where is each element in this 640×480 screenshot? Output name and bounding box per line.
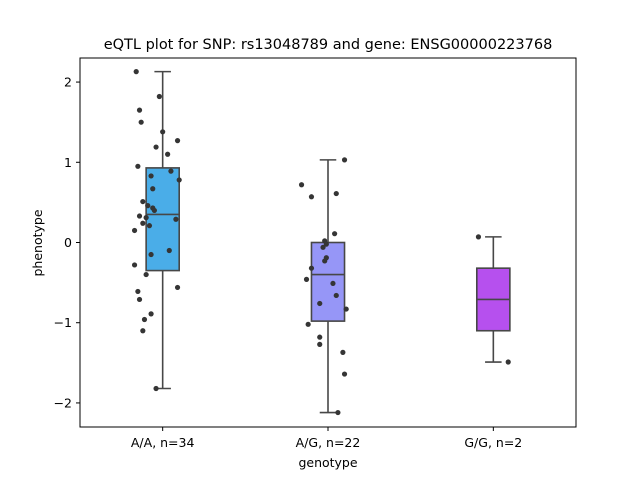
data-point [148, 311, 154, 317]
x-tick-label: A/A, n=34 [131, 435, 195, 450]
data-point [156, 93, 162, 100]
data-point [133, 69, 139, 75]
data-point [317, 334, 323, 340]
data-point [131, 227, 138, 234]
data-point [303, 276, 310, 282]
x-axis-label: genotype [298, 455, 357, 470]
data-point [140, 220, 146, 226]
data-point [320, 244, 326, 250]
data-point [150, 186, 156, 192]
y-tick-label: 2 [64, 75, 72, 90]
data-point [174, 138, 181, 144]
data-point [305, 321, 311, 327]
data-point [505, 359, 511, 365]
data-point [341, 371, 348, 377]
data-point [136, 107, 143, 113]
data-point [131, 262, 138, 268]
data-point [340, 349, 346, 355]
data-point [148, 173, 154, 179]
data-point [166, 247, 172, 254]
data-point [335, 409, 341, 416]
y-tick-label: −1 [54, 315, 72, 330]
chart-title: eQTL plot for SNP: rs13048789 and gene: … [104, 37, 553, 53]
x-tick-label: G/G, n=2 [464, 435, 522, 450]
data-point [143, 215, 149, 221]
data-point [153, 385, 159, 392]
data-point [136, 296, 143, 303]
plot-area [131, 69, 511, 416]
y-axis-label: phenotype [30, 209, 45, 276]
data-point [140, 198, 146, 205]
data-point [176, 177, 182, 183]
data-point [136, 213, 143, 219]
data-point [135, 288, 141, 295]
box-group [298, 157, 349, 416]
data-point [323, 241, 329, 247]
data-point [341, 157, 348, 163]
data-point [332, 231, 338, 237]
data-point [343, 306, 349, 312]
data-point [168, 168, 174, 174]
data-point [330, 280, 336, 287]
y-tick-label: 1 [64, 155, 72, 170]
box-group [475, 234, 511, 365]
data-point [333, 292, 339, 299]
data-point [317, 300, 323, 307]
data-point [135, 163, 141, 169]
data-point [333, 190, 339, 197]
data-point [138, 119, 144, 125]
data-point [143, 271, 149, 278]
y-tick-label: 0 [64, 235, 72, 250]
data-point [141, 316, 148, 323]
x-tick-label: A/G, n=22 [296, 435, 361, 450]
data-point [140, 328, 146, 334]
x-axis: A/A, n=34 A/G, n=22 G/G, n=2 [131, 427, 522, 450]
data-point [475, 234, 482, 240]
box-group [131, 69, 182, 392]
data-point [173, 216, 179, 222]
y-tick-label: −2 [54, 395, 72, 410]
data-point [153, 144, 159, 150]
data-point [160, 129, 166, 135]
data-point [317, 341, 323, 347]
data-point [151, 207, 157, 214]
data-point [145, 203, 151, 209]
data-point [298, 182, 305, 188]
data-point [165, 151, 171, 157]
data-point [322, 258, 328, 264]
y-axis: 2 1 0 −1 −2 [54, 75, 80, 410]
box [310, 241, 346, 322]
data-point [308, 194, 315, 200]
data-point [174, 284, 181, 291]
data-point [148, 251, 154, 258]
data-point [308, 265, 315, 271]
data-point [146, 223, 153, 229]
